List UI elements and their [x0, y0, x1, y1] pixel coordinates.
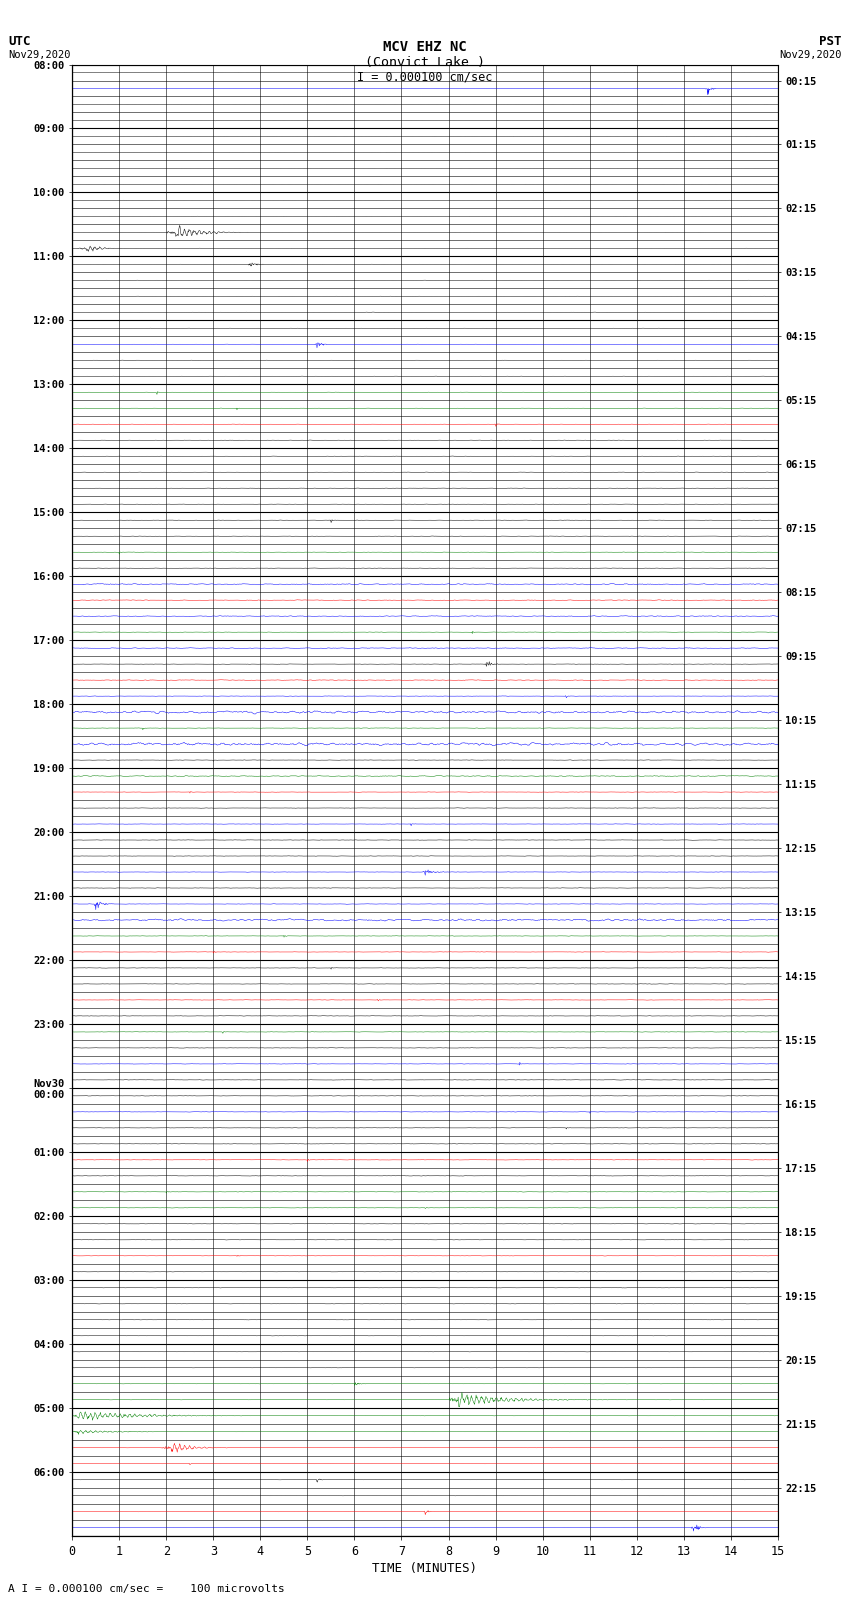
- Text: PST: PST: [819, 35, 842, 48]
- Text: UTC: UTC: [8, 35, 31, 48]
- X-axis label: TIME (MINUTES): TIME (MINUTES): [372, 1561, 478, 1574]
- Text: MCV EHZ NC: MCV EHZ NC: [383, 40, 467, 55]
- Text: Nov29,2020: Nov29,2020: [779, 50, 842, 60]
- Text: A I = 0.000100 cm/sec =    100 microvolts: A I = 0.000100 cm/sec = 100 microvolts: [8, 1584, 286, 1594]
- Text: Nov29,2020: Nov29,2020: [8, 50, 71, 60]
- Text: I = 0.000100 cm/sec: I = 0.000100 cm/sec: [357, 71, 493, 84]
- Text: (Convict Lake ): (Convict Lake ): [365, 56, 485, 69]
